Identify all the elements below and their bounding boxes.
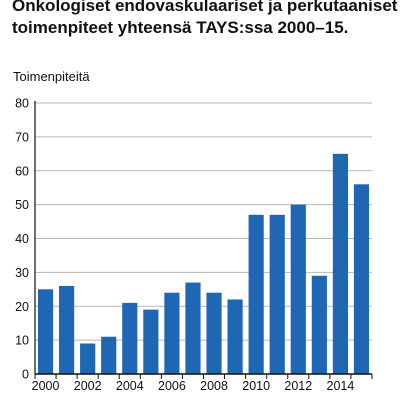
bar-2015: [353, 184, 370, 374]
bar-2000: [37, 289, 54, 374]
bar-2004: [122, 302, 138, 374]
y-tick-label: 0: [22, 368, 29, 382]
x-tick-label: 2014: [327, 379, 355, 393]
bar-2001: [59, 285, 75, 374]
chart-title: Onkologiset endovaskulaariset ja perkuta…: [12, 0, 398, 39]
chart-title-line-2: toimenpiteet yhteensä TAYS:ssa 2000–15.: [12, 18, 349, 37]
bar-2011: [269, 214, 285, 374]
y-tick-label: 30: [15, 266, 29, 280]
bar-2006: [164, 292, 180, 374]
bar-2008: [206, 292, 222, 374]
bar-2013: [311, 275, 327, 374]
y-tick-label: 50: [15, 198, 29, 212]
bar-2014: [332, 153, 348, 374]
bar-2010: [248, 214, 264, 374]
x-tick-label: 2008: [200, 379, 228, 393]
bars: [37, 153, 370, 374]
y-tick-label: 10: [15, 334, 29, 348]
bar-2002: [80, 343, 96, 374]
y-tick-label: 60: [15, 164, 29, 178]
y-tick-label: 40: [15, 232, 29, 246]
y-tick-label: 70: [15, 130, 29, 144]
x-tick-label: 2002: [74, 379, 102, 393]
y-tick-label: 20: [15, 300, 29, 314]
x-tick-labels: 2000 2002 2004 2006 2008 2010 2012 2014: [32, 379, 355, 393]
chart-title-line-1: Onkologiset endovaskulaariset ja perkuta…: [12, 0, 398, 15]
axes: [34, 101, 373, 379]
bar-2005: [143, 309, 159, 374]
y-tick-label: 80: [15, 97, 29, 111]
x-tick-label: 2012: [284, 379, 312, 393]
x-tick-label: 2004: [116, 379, 144, 393]
bar-2012: [290, 204, 306, 374]
y-axis-label: Toimenpiteitä: [13, 69, 90, 84]
x-tick-label: 2000: [32, 379, 60, 393]
bar-2009: [227, 299, 243, 374]
bar-2003: [101, 336, 117, 374]
x-tick-label: 2010: [242, 379, 270, 393]
y-tick-labels: 0 10 20 30 40 50 60 70 80: [15, 97, 29, 382]
x-tick-label: 2006: [158, 379, 186, 393]
bar-2007: [185, 282, 201, 374]
